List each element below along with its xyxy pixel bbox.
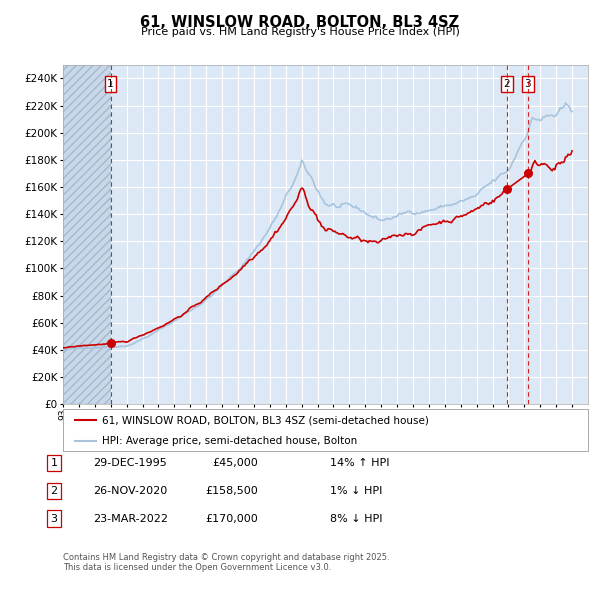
Text: £158,500: £158,500 [205,486,258,496]
Text: 29-DEC-1995: 29-DEC-1995 [93,458,167,468]
Text: Contains HM Land Registry data © Crown copyright and database right 2025.: Contains HM Land Registry data © Crown c… [63,553,389,562]
Text: 3: 3 [524,79,531,89]
Text: £45,000: £45,000 [212,458,258,468]
Text: £170,000: £170,000 [205,514,258,523]
Text: 2: 2 [503,79,510,89]
Text: HPI: Average price, semi-detached house, Bolton: HPI: Average price, semi-detached house,… [103,436,358,445]
Text: This data is licensed under the Open Government Licence v3.0.: This data is licensed under the Open Gov… [63,563,331,572]
Text: 14% ↑ HPI: 14% ↑ HPI [330,458,389,468]
Text: 26-NOV-2020: 26-NOV-2020 [93,486,167,496]
Text: 8% ↓ HPI: 8% ↓ HPI [330,514,383,523]
Text: 61, WINSLOW ROAD, BOLTON, BL3 4SZ (semi-detached house): 61, WINSLOW ROAD, BOLTON, BL3 4SZ (semi-… [103,415,429,425]
Text: 61, WINSLOW ROAD, BOLTON, BL3 4SZ: 61, WINSLOW ROAD, BOLTON, BL3 4SZ [140,15,460,30]
Text: 23-MAR-2022: 23-MAR-2022 [93,514,168,523]
Text: 2: 2 [50,486,58,496]
Text: 1: 1 [50,458,58,468]
Text: 3: 3 [50,514,58,523]
Text: 1% ↓ HPI: 1% ↓ HPI [330,486,382,496]
Text: Price paid vs. HM Land Registry's House Price Index (HPI): Price paid vs. HM Land Registry's House … [140,27,460,37]
Text: 1: 1 [107,79,114,89]
